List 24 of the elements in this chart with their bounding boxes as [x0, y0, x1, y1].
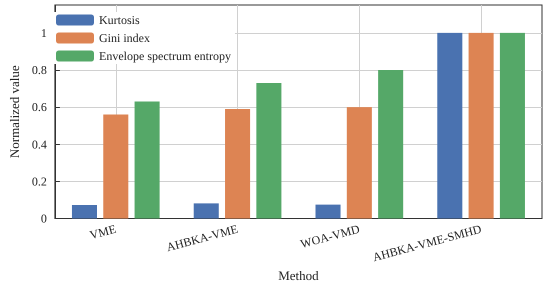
legend-label: Kurtosis: [99, 13, 140, 27]
y-axis-title: Normalized value: [7, 65, 22, 158]
legend-label: Gini index: [99, 31, 150, 45]
bar: [437, 32, 462, 219]
bar: [346, 107, 372, 219]
bar: [500, 32, 525, 219]
bar: [134, 102, 160, 219]
y-tick-label: 0.6: [32, 100, 47, 114]
bar: [103, 114, 128, 219]
bar: [468, 32, 494, 219]
bar: [378, 70, 404, 219]
x-tick-label: VME: [88, 222, 118, 242]
y-tick-label: 0.4: [32, 137, 47, 152]
y-tick-label: 0.8: [32, 62, 47, 77]
y-tick-label: 1: [40, 26, 47, 40]
bar: [225, 108, 250, 219]
bar: [316, 204, 341, 219]
y-tick-label: 0.2: [32, 174, 47, 188]
legend-label: Envelope spectrum entropy: [99, 49, 231, 63]
x-axis-title: Method: [278, 268, 320, 283]
y-tick-label: 0: [40, 212, 47, 226]
bar: [194, 203, 219, 219]
bar: [72, 204, 97, 219]
bar: [256, 82, 282, 219]
